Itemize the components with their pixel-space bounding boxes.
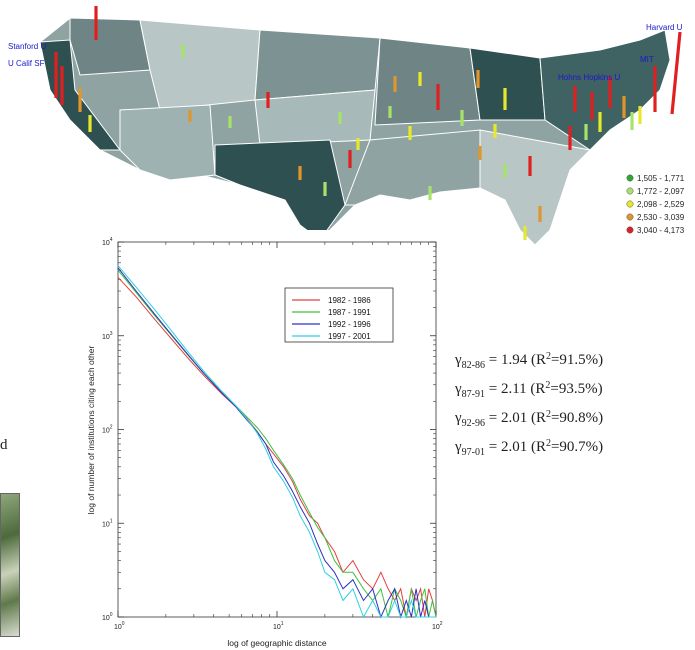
label-harvard: Harvard U bbox=[646, 23, 683, 32]
y-axis-label: log of number of institutions citing eac… bbox=[86, 345, 96, 514]
map-state-regions bbox=[39, 17, 671, 246]
chart-series bbox=[117, 265, 437, 619]
legend-label-0: 1,505 - 1,771 bbox=[637, 174, 685, 183]
distance-citation-chart: 100 101 102 100 101 102 103 104 log of geograp… bbox=[70, 230, 450, 650]
gamma-row-3: γ97-01 = 2.01 (R2=90.7%) bbox=[455, 438, 604, 458]
y-tick-label-3: 103 bbox=[102, 331, 113, 341]
legend-label-2: 2,098 - 2,529 bbox=[637, 200, 685, 209]
gamma-row-1: γ87-91 = 2.11 (R2=93.5%) bbox=[455, 380, 603, 400]
map-institution-labels: Stanford U U Calif SF Harvard U MIT Hohn… bbox=[8, 23, 683, 82]
label-mit: MIT bbox=[640, 55, 654, 64]
map-region-plains-north bbox=[254, 29, 381, 101]
legend-dot-3 bbox=[626, 213, 634, 221]
x-axis-label: log of geographic distance bbox=[227, 638, 327, 648]
gamma-fit-results: γ82-86 = 1.94 (R2=91.5%) γ87-91 = 2.11 (… bbox=[455, 347, 603, 463]
y-tick-label-4: 104 bbox=[102, 237, 113, 247]
map-region-southeast bbox=[479, 129, 592, 246]
legend-dot-2 bbox=[626, 200, 634, 208]
map-region-great-lakes bbox=[469, 47, 546, 121]
x-tick-label-0: 100 bbox=[114, 621, 125, 631]
series-line-1997-2001 bbox=[117, 265, 436, 619]
legend-dot-4 bbox=[626, 226, 634, 234]
chart-legend-box bbox=[284, 287, 394, 343]
map-region-southwest bbox=[119, 104, 216, 181]
y-tick-label-2: 102 bbox=[102, 425, 113, 435]
map-region-mountain bbox=[139, 19, 261, 111]
legend-entry-0: 1982 - 1986 bbox=[328, 296, 371, 305]
label-ucsf: U Calif SF bbox=[8, 59, 45, 68]
legend-dot-0 bbox=[626, 174, 634, 182]
y-tick-label-1: 101 bbox=[102, 518, 113, 528]
map-region-california bbox=[39, 39, 121, 151]
legend-label-3: 2,530 - 3,039 bbox=[637, 213, 685, 222]
chart-legend: 1982 - 1986 1987 - 1991 1992 - 1996 1997 - … bbox=[284, 287, 394, 343]
map-citation-bars bbox=[54, 6, 682, 240]
bar-harvard bbox=[670, 31, 682, 115]
map-region-northeast bbox=[539, 29, 671, 151]
y-axis-ticks: 100 101 102 103 104 bbox=[102, 237, 436, 622]
label-stanford: Stanford U bbox=[8, 42, 46, 51]
y-tick-label-0: 100 bbox=[102, 612, 113, 622]
left-cropped-text: d bbox=[0, 437, 8, 453]
legend-entry-2: 1992 - 1996 bbox=[328, 320, 371, 329]
x-tick-label-1: 101 bbox=[273, 621, 284, 631]
cropped-photo bbox=[0, 493, 20, 637]
label-johns-hopkins: Hohns Hopkins U bbox=[558, 73, 620, 82]
map-region-plains-mid bbox=[254, 89, 376, 146]
map-region-texas bbox=[214, 139, 346, 241]
map-region-northwest bbox=[69, 17, 151, 76]
gamma-row-2: γ92-96 = 2.01 (R2=90.8%) bbox=[455, 409, 604, 429]
x-axis-ticks: 100 101 102 bbox=[114, 242, 443, 631]
gamma-row-0: γ82-86 = 1.94 (R2=91.5%) bbox=[455, 351, 604, 371]
legend-label-1: 1,772 - 2,097 bbox=[637, 187, 685, 196]
legend-entry-3: 1997 - 2001 bbox=[328, 332, 371, 341]
legend-dot-1 bbox=[626, 187, 634, 195]
legend-label-4: 3,040 - 4,173 bbox=[637, 226, 685, 235]
x-tick-label-2: 102 bbox=[432, 621, 443, 631]
legend-entry-1: 1987 - 1991 bbox=[328, 308, 371, 317]
us-map-panel: Stanford U U Calif SF Harvard U MIT Hohn… bbox=[8, 6, 685, 246]
map-legend: 1,505 - 1,771 1,772 - 2,097 2,098 - 2,52… bbox=[626, 174, 685, 235]
